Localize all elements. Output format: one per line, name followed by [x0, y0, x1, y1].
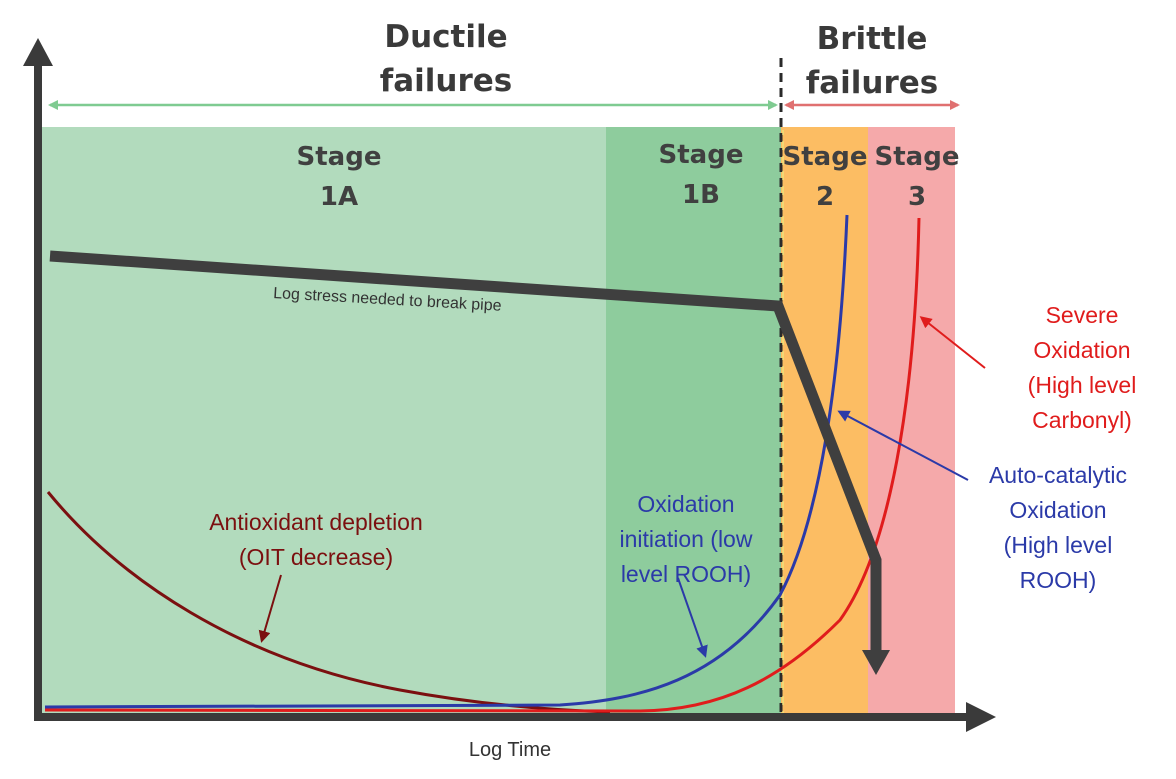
severe-label-line-2: Oxidation [1033, 337, 1130, 363]
antioxidant-label-line-1: Antioxidant depletion [209, 509, 423, 535]
antioxidant-label-line-2: (OIT decrease) [239, 544, 393, 570]
stage-1b-label-line-1: Stage [659, 140, 744, 170]
initiation-label-line-1: Oxidation [637, 491, 734, 517]
stage-1b-region [606, 127, 781, 715]
stage-1a-label-line-1: Stage [297, 142, 382, 172]
stage-3-region [868, 127, 955, 715]
initiation-label-line-2: initiation (low [620, 526, 753, 552]
autocatalytic-label-line-3: (High level [1004, 532, 1113, 558]
carbonyl-oxidation-curve [44, 217, 921, 713]
stage-2-label-line-1: Stage [783, 142, 868, 172]
stress-curve-arrow-head-icon [862, 650, 890, 675]
brittle-header-line-2: failures [806, 65, 939, 101]
autocatalytic-label-line-2: Oxidation [1009, 497, 1106, 523]
stage-1a-label-line-2: 1A [320, 182, 358, 212]
initiation-label-line-3: level ROOH) [621, 561, 751, 587]
antioxidant-pointer-arrow [258, 574, 282, 643]
autocatalytic-label-line-4: ROOH) [1020, 567, 1097, 593]
severe-label-line-3: (High level [1028, 372, 1137, 398]
ductile-header-line-2: failures [380, 63, 513, 99]
stress-curve [49, 250, 882, 655]
autocatalytic-pointer-arrow [837, 410, 969, 481]
stage-2-label-line-2: 2 [816, 182, 834, 212]
severe-label-line-4: Carbonyl) [1032, 407, 1132, 433]
stage-1b-label-line-2: 1B [682, 180, 720, 210]
antioxidant-depletion-curve [46, 491, 611, 714]
ductile-header-line-1: Ductile [384, 19, 507, 55]
x-axis-arrow-head-icon [966, 702, 996, 732]
rooh-oxidation-curve [44, 214, 849, 709]
x-axis-label: Log Time [469, 739, 551, 761]
severe-label-line-1: Severe [1046, 302, 1119, 328]
y-axis-arrow-head-icon [23, 38, 53, 66]
stage-3-label-line-2: 3 [908, 182, 926, 212]
brittle-header-line-1: Brittle [817, 21, 928, 57]
stage-3-label-line-1: Stage [875, 142, 960, 172]
severe-pointer-arrow [919, 316, 986, 369]
autocatalytic-label-line-1: Auto-catalytic [989, 462, 1127, 488]
initiation-pointer-arrow [677, 577, 708, 658]
stage-1a-region [42, 127, 608, 715]
